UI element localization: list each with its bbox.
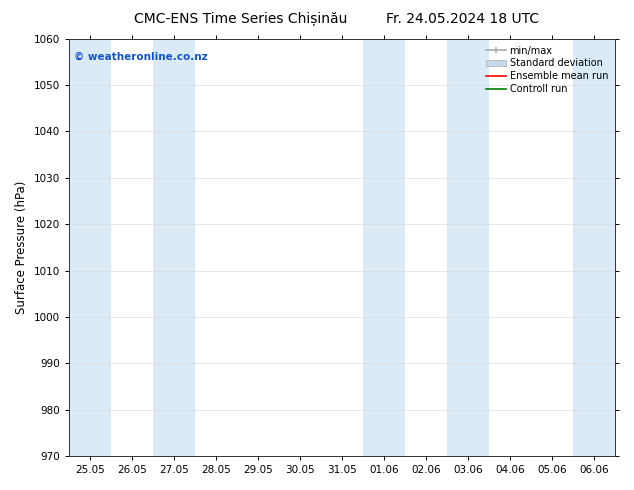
Text: Fr. 24.05.2024 18 UTC: Fr. 24.05.2024 18 UTC [386, 12, 540, 26]
Text: © weatheronline.co.nz: © weatheronline.co.nz [74, 51, 208, 61]
Bar [153, 39, 195, 456]
Text: CMC-ENS Time Series Chișinău: CMC-ENS Time Series Chișinău [134, 12, 347, 26]
Y-axis label: Surface Pressure (hPa): Surface Pressure (hPa) [15, 181, 28, 314]
Bar [69, 39, 111, 456]
Bar [363, 39, 405, 456]
Legend: min/max, Standard deviation, Ensemble mean run, Controll run: min/max, Standard deviation, Ensemble me… [484, 44, 610, 96]
Bar [573, 39, 615, 456]
Bar [447, 39, 489, 456]
